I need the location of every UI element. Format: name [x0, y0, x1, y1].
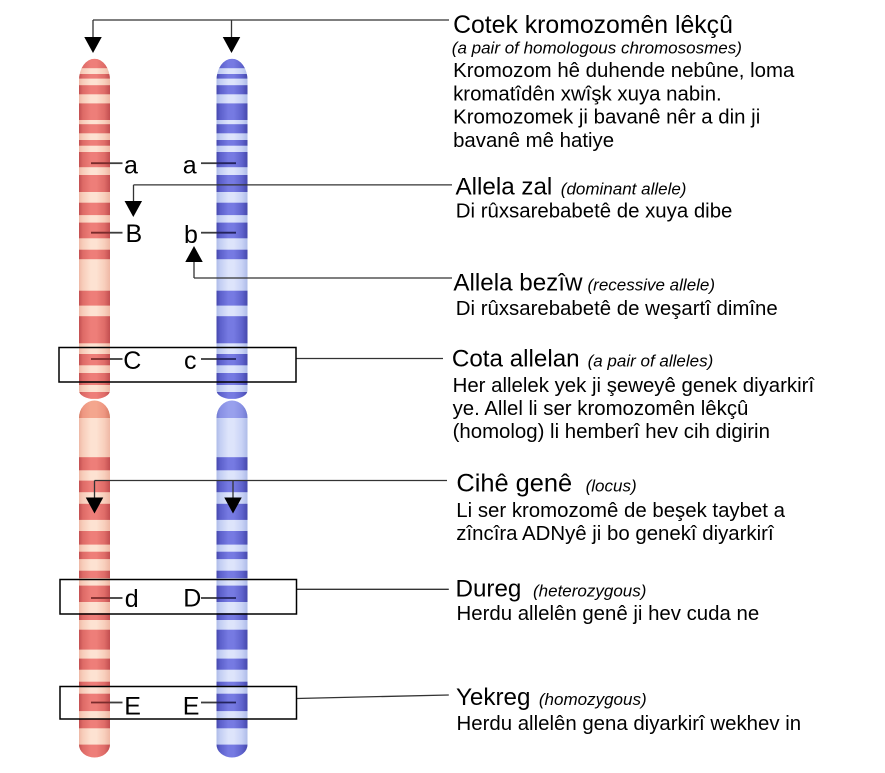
svg-text:Cihê genê: Cihê genê [456, 470, 572, 498]
svg-text:(locus): (locus) [586, 477, 637, 496]
svg-text:bavanê mê hatiye: bavanê mê hatiye [453, 130, 614, 152]
svg-text:Li ser kromozomê de beşek tayb: Li ser kromozomê de beşek taybet a [456, 500, 785, 522]
svg-text:(a pair of alleles): (a pair of alleles) [588, 351, 714, 370]
svg-text:E: E [183, 692, 200, 720]
svg-text:d: d [125, 585, 139, 613]
svg-text:Allela zal: Allela zal [456, 173, 553, 200]
svg-text:Herdu allelên gena diyarkirî w: Herdu allelên gena diyarkirî wekhev in [457, 713, 802, 735]
svg-text:(homozygous): (homozygous) [539, 690, 647, 709]
svg-text:Herdu allelên genê ji hev cuda: Herdu allelên genê ji hev cuda ne [457, 603, 760, 625]
svg-text:Dureg: Dureg [456, 575, 522, 602]
svg-text:B: B [126, 220, 143, 248]
svg-text:Di rûxsarebabetê de xuya dibe: Di rûxsarebabetê de xuya dibe [456, 201, 733, 223]
svg-text:Cota allelan: Cota allelan [452, 345, 580, 372]
svg-text:Kromozomek ji bavanê nêr a din: Kromozomek ji bavanê nêr a din ji [453, 107, 760, 129]
svg-text:C: C [123, 347, 141, 375]
svg-text:(dominant allele): (dominant allele) [561, 179, 687, 198]
svg-text:Her allelek yek ji şeweyê gene: Her allelek yek ji şeweyê genek diyarkir… [453, 375, 816, 397]
svg-text:a: a [183, 151, 197, 179]
svg-text:Kromozom hê duhende nebûne, lo: Kromozom hê duhende nebûne, loma [453, 60, 795, 82]
svg-text:a: a [124, 151, 138, 179]
svg-text:kromatîdên xwîşk xuya nabin.: kromatîdên xwîşk xuya nabin. [453, 83, 722, 105]
svg-text:ye. Allel li ser kromozomên lê: ye. Allel li ser kromozomên lêkçû [453, 398, 749, 420]
svg-text:(a pair of homologous chromoso: (a pair of homologous chromososmes) [452, 38, 742, 57]
svg-text:(homolog) li hemberî hev cih d: (homolog) li hemberî hev cih digirin [453, 421, 770, 443]
svg-text:Di rûxsarebabetê de weşartî di: Di rûxsarebabetê de weşartî dimîne [456, 298, 778, 320]
svg-text:(heterozygous): (heterozygous) [533, 581, 646, 600]
svg-text:b: b [184, 221, 198, 249]
svg-text:zîncîra ADNyê ji bo genekî diy: zîncîra ADNyê ji bo genekî diyarkirî [456, 523, 775, 545]
svg-text:c: c [184, 347, 197, 375]
svg-text:Yekreg: Yekreg [456, 684, 530, 711]
svg-text:E: E [124, 692, 141, 720]
svg-text:Cotek kromozomên lêkçû: Cotek kromozomên lêkçû [453, 12, 733, 39]
svg-text:(recessive allele): (recessive allele) [588, 275, 716, 294]
svg-text:D: D [183, 585, 201, 613]
svg-text:Allela bezîw: Allela bezîw [453, 269, 583, 296]
